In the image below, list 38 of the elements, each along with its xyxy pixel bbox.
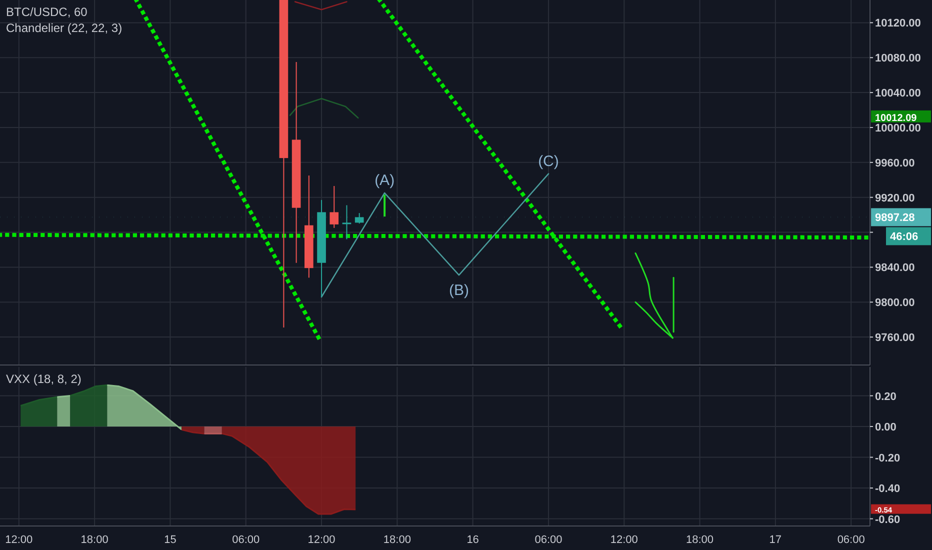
text: 10012.09 <box>875 112 918 124</box>
y-tick-label: 9920.00 <box>875 192 915 204</box>
text: 46:06 <box>890 231 918 244</box>
y-tick-label: 10040.00 <box>875 88 921 100</box>
x-tick-label: 12:00 <box>308 534 336 546</box>
candlestick <box>342 204 352 240</box>
annotation: (A) <box>374 172 395 189</box>
x-tick-label: 18:00 <box>383 534 411 546</box>
x-tick-label: 06:00 <box>534 534 562 546</box>
chart-title: BTC/USDC, 60 <box>6 5 88 19</box>
y-tick-label: 10080.00 <box>875 52 921 65</box>
x-tick-label: 06:00 <box>232 534 260 546</box>
x-tick-label: 06:00 <box>837 534 865 546</box>
x-tick-label: 18:00 <box>80 534 108 546</box>
candlestick <box>354 212 364 224</box>
x-tick-label: 18:00 <box>686 534 714 546</box>
y-tick-label: -0.60 <box>875 514 900 526</box>
y-tick-label: 9760.00 <box>875 332 915 344</box>
annotation: (B) <box>448 282 469 300</box>
x-tick-label: 12:00 <box>5 534 33 546</box>
annotation: (C) <box>538 152 559 170</box>
y-tick-label: -0.20 <box>875 452 900 464</box>
x-tick-label: 17 <box>769 534 782 546</box>
y-tick-label: 10120.00 <box>875 18 921 30</box>
x-tick-label: 15 <box>164 534 176 546</box>
text: VXX (18, 8, 2) <box>6 372 82 386</box>
y-tick-label: -0.40 <box>875 483 900 496</box>
y-tick-label: 10000.00 <box>875 122 921 134</box>
text: Chandelier (22, 22, 3) <box>6 21 122 35</box>
y-tick-label: 9800.00 <box>875 297 915 310</box>
y-tick-label: 0.20 <box>875 390 896 403</box>
x-tick-label: 12:00 <box>610 534 638 546</box>
candlestick <box>330 185 339 228</box>
y-tick-label: 9960.00 <box>875 157 915 170</box>
x-tick-label: 16 <box>466 534 479 546</box>
ref-line-label: 9897.28 <box>875 212 915 224</box>
y-tick-label: 9840.00 <box>875 262 915 274</box>
y-tick-label: 0.00 <box>875 422 896 434</box>
